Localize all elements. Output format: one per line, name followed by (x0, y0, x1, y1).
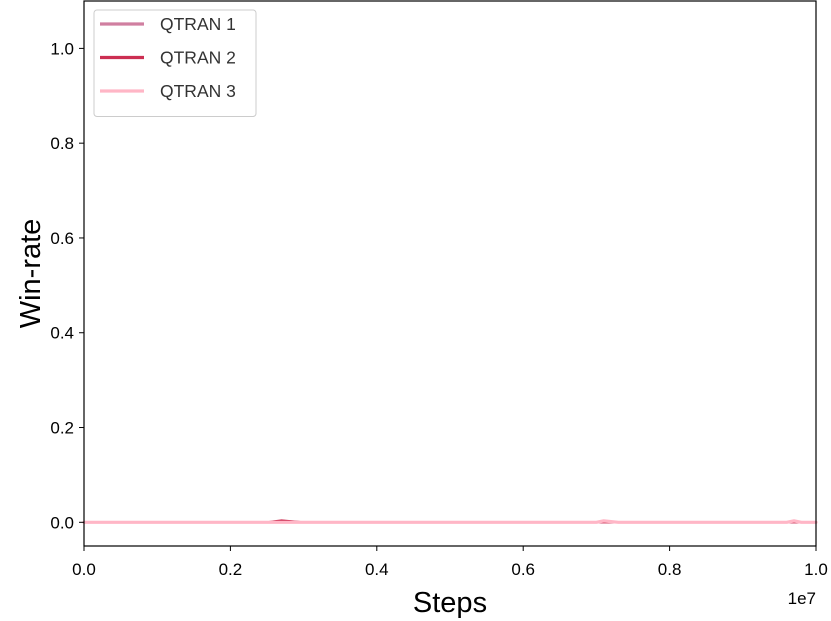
y-axis: 0.0 0.2 0.4 0.6 0.8 1.0 (50, 39, 84, 532)
series-layer (82, 519, 818, 524)
legend-label-2: QTRAN 2 (160, 48, 236, 68)
legend-label-3: QTRAN 3 (160, 81, 236, 101)
x-tick-label: 0.8 (658, 560, 682, 579)
series-line-3 (82, 519, 818, 524)
x-tick-label: 0.0 (72, 560, 96, 579)
x-tick-label: 0.2 (219, 560, 243, 579)
x-axis-title: Steps (413, 587, 487, 619)
y-tick-label: 1.0 (50, 39, 74, 58)
y-tick-label: 0.6 (50, 229, 74, 248)
y-tick-label: 0.0 (50, 513, 74, 532)
y-axis-title: Win-rate (15, 219, 47, 329)
x-tick-label: 0.6 (511, 560, 535, 579)
legend-label-1: QTRAN 1 (160, 14, 236, 34)
x-axis: 0.0 0.2 0.4 0.6 0.8 1.0 (72, 546, 828, 579)
y-tick-label: 0.8 (50, 134, 74, 153)
x-tick-label: 1.0 (804, 560, 828, 579)
x-tick-label: 0.4 (365, 560, 389, 579)
legend: QTRAN 1 QTRAN 2 QTRAN 3 (93, 9, 257, 117)
y-tick-label: 0.2 (50, 419, 74, 438)
x-axis-offset-label: 1e7 (788, 589, 816, 608)
y-tick-label: 0.4 (50, 324, 74, 343)
plot-frame (83, 0, 817, 547)
